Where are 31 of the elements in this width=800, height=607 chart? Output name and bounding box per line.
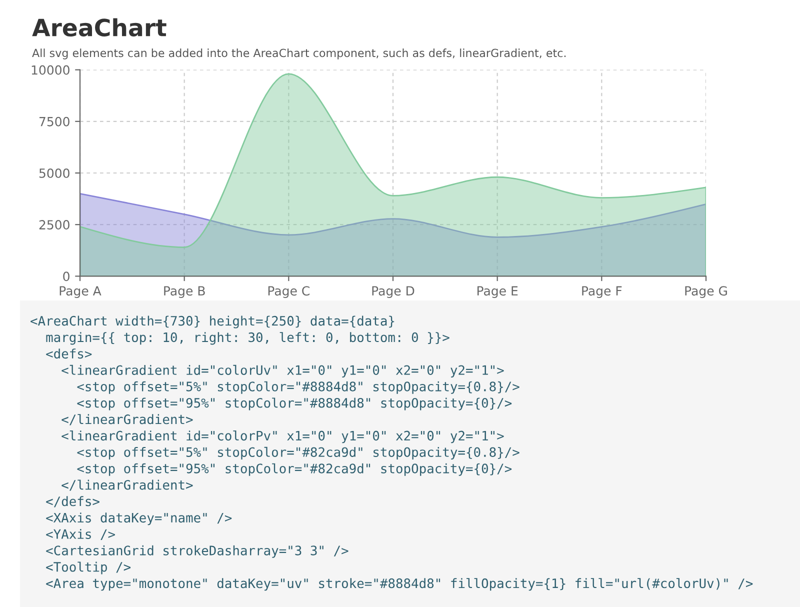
text: </linearGradient> xyxy=(62,414,193,426)
text: <stop offset="95%" stopColor="#82ca9d" stopOpacity={0}/> xyxy=(77,463,512,476)
x-tick-label: Page G xyxy=(685,286,727,298)
text: <YAxis /> xyxy=(46,528,115,540)
x-tick-label: Page B xyxy=(164,286,205,298)
text: <stop offset="95%" stopColor="#8884d8" stopOpacity={0}/> xyxy=(77,398,512,410)
text: <stop offset="5%" stopColor="#8884d8" stopOpacity={0.8}/> xyxy=(77,381,520,394)
text: <linearGradient id="colorPv" x1="0" y1="0" x2="0" y2="1"> xyxy=(62,430,504,444)
y-tick-label: 7500 xyxy=(39,116,70,126)
x-tick-label: Page E xyxy=(477,286,518,298)
chart-title: AreaChart xyxy=(32,18,166,36)
text: <CartesianGrid strokeDasharray="3 3" /> xyxy=(46,545,348,558)
text: <linearGradient id="colorUv" x1="0" y1="0" x2="0" y2="1"> xyxy=(62,364,504,378)
y-tick-label: 0 xyxy=(63,272,70,282)
y-tick-label: 5000 xyxy=(39,168,70,178)
text: <stop offset="5%" stopColor="#82ca9d" stopOpacity={0.8}/> xyxy=(77,446,520,460)
chart-subtitle: All svg elements can be added into the AreaChart component, such as defs, linearGradient, etc. xyxy=(32,48,566,60)
x-tick-label: Page D xyxy=(372,286,414,298)
text: <XAxis dataKey="name" /> xyxy=(46,512,232,526)
x-tick-label: Page F xyxy=(582,286,622,298)
y-tick-label: 10000 xyxy=(32,65,70,75)
text: <Area type="monotone" dataKey="uv" stroke="#8884d8" fillOpacity={1} fill="url(#colorUv)" /> xyxy=(46,578,753,591)
text: <AreaChart width={730} height={250} data={data} xyxy=(30,316,394,328)
text: <Tooltip /> xyxy=(46,562,131,574)
text: <defs> xyxy=(46,348,92,359)
y-tick-label: 2500 xyxy=(39,220,70,230)
x-tick-label: Page A xyxy=(60,286,102,298)
text: </defs> xyxy=(46,496,100,508)
text: </linearGradient> xyxy=(62,480,193,491)
x-tick-label: Page C xyxy=(268,286,310,298)
text: margin={{ top: 10, right: 30, left: 0, bottom: 0 }}> xyxy=(46,332,450,345)
